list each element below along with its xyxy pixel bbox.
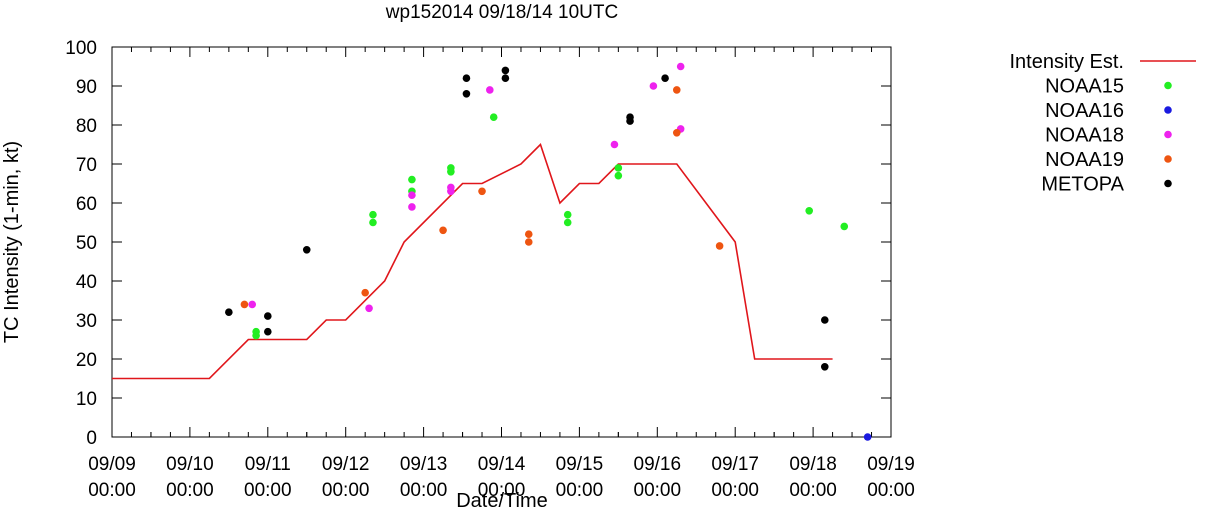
y-axis-title: TC Intensity (1-min, kt) [1,141,23,343]
legend-swatch-noaa15 [1164,81,1172,90]
legend-label-noaa15: NOAA15 [1045,76,1124,98]
noaa15-point [252,331,260,340]
y-tick-label: 90 [76,77,97,98]
metopa-point [225,308,233,317]
y-tick-label: 100 [65,38,97,59]
legend-label-noaa19: NOAA19 [1045,149,1124,171]
x-tick-label-time: 00:00 [634,480,682,501]
noaa15-point [614,171,623,180]
noaa15-point [447,168,455,176]
noaa15-point [563,218,572,227]
metopa-point [820,363,829,371]
noaa19-point [715,242,724,250]
x-tick-label-time: 00:00 [88,480,136,501]
noaa16-point [863,433,872,441]
noaa15-point [408,175,416,184]
x-tick-label-date: 09/15 [556,454,604,475]
metopa-point [626,117,634,125]
x-tick-label-time: 00:00 [789,480,837,501]
noaa15-point [563,210,572,219]
x-tick-label-time: 00:00 [244,480,292,501]
legend-label-metopa: METOPA [1041,174,1124,196]
noaa18-point [610,140,619,149]
chart-title: wp152014 09/18/14 10UTC [385,2,618,23]
noaa18-point [649,82,658,90]
legend-swatch-noaa18 [1164,130,1172,139]
x-tick-label-date: 09/11 [245,454,291,475]
intensity-est-line [112,143,833,380]
legend-label-intensity-est: Intensity Est. [1010,51,1125,73]
noaa18-point [248,300,257,309]
y-tick-label: 80 [76,116,97,137]
noaa18-point [447,187,455,196]
noaa19-point [672,129,681,137]
metopa-point [302,246,311,254]
noaa19-point [439,226,447,235]
x-tick-label-time: 00:00 [478,480,526,501]
x-axis-title: Date/Time [456,490,548,509]
legend-label-noaa16: NOAA16 [1045,100,1124,122]
legend-swatch-noaa19 [1164,155,1172,163]
x-tick-label-time: 00:00 [867,480,915,501]
x-tick-label-date: 09/18 [789,454,837,475]
noaa15-point [805,207,814,215]
metopa-point [264,327,272,336]
metopa-point [264,312,272,320]
y-axis: 0 10 20 30 40 50 60 70 80 90 100 [65,38,891,449]
metopa-point [462,74,471,82]
legend-label-noaa18: NOAA18 [1045,125,1124,147]
x-tick-label-time: 00:00 [400,480,448,501]
noaa15-point [614,164,623,172]
y-tick-label: 70 [76,155,97,176]
noaa18-point [408,191,416,199]
metopa-point [661,74,669,82]
noaa15-point [369,210,377,219]
series-layer [112,62,872,441]
x-tick-label-time: 00:00 [556,480,604,501]
x-tick-label-date: 09/12 [322,454,370,475]
y-tick-label: 50 [76,233,97,254]
x-tick-label-date: 09/19 [867,454,915,475]
noaa18-point [365,304,373,313]
noaa19-point [524,238,533,246]
x-tick-label-date: 09/10 [166,454,214,475]
x-tick-label-time: 00:00 [322,480,370,501]
noaa18-point [408,203,416,211]
x-tick-label-date: 09/16 [634,454,682,475]
legend-swatch-noaa16 [1164,106,1172,114]
metopa-point [501,74,510,82]
legend-swatch-metopa [1164,179,1172,188]
y-tick-label: 10 [76,389,97,410]
metopa-point [501,66,510,75]
x-axis: 09/09 00:00 09/10 00:00 09/11 00:00 09/12 00:00… [88,47,915,501]
y-tick-label: 40 [76,272,97,293]
noaa19-point [672,86,681,94]
noaa19-point [478,187,486,196]
x-tick-label-date: 09/14 [478,454,526,475]
noaa18-point [486,86,494,94]
plot-frame [111,46,892,438]
noaa15-point [489,113,498,121]
noaa19-point [524,230,533,238]
noaa15-point [369,218,377,227]
noaa19-point [361,288,369,297]
noaa19-point [240,300,249,309]
x-tick-label-time: 00:00 [166,480,214,501]
noaa18-point [676,62,685,71]
x-tick-label-date: 09/13 [400,454,448,475]
x-tick-label-time: 00:00 [711,480,759,501]
y-tick-label: 20 [76,350,97,371]
y-tick-label: 30 [76,311,97,332]
x-tick-label-date: 09/17 [711,454,759,475]
metopa-point [462,90,471,98]
noaa15-point [840,222,849,231]
x-tick-label-date: 09/09 [88,454,136,475]
y-tick-label: 0 [86,428,97,449]
y-tick-label: 60 [76,194,97,215]
metopa-point [820,316,829,324]
